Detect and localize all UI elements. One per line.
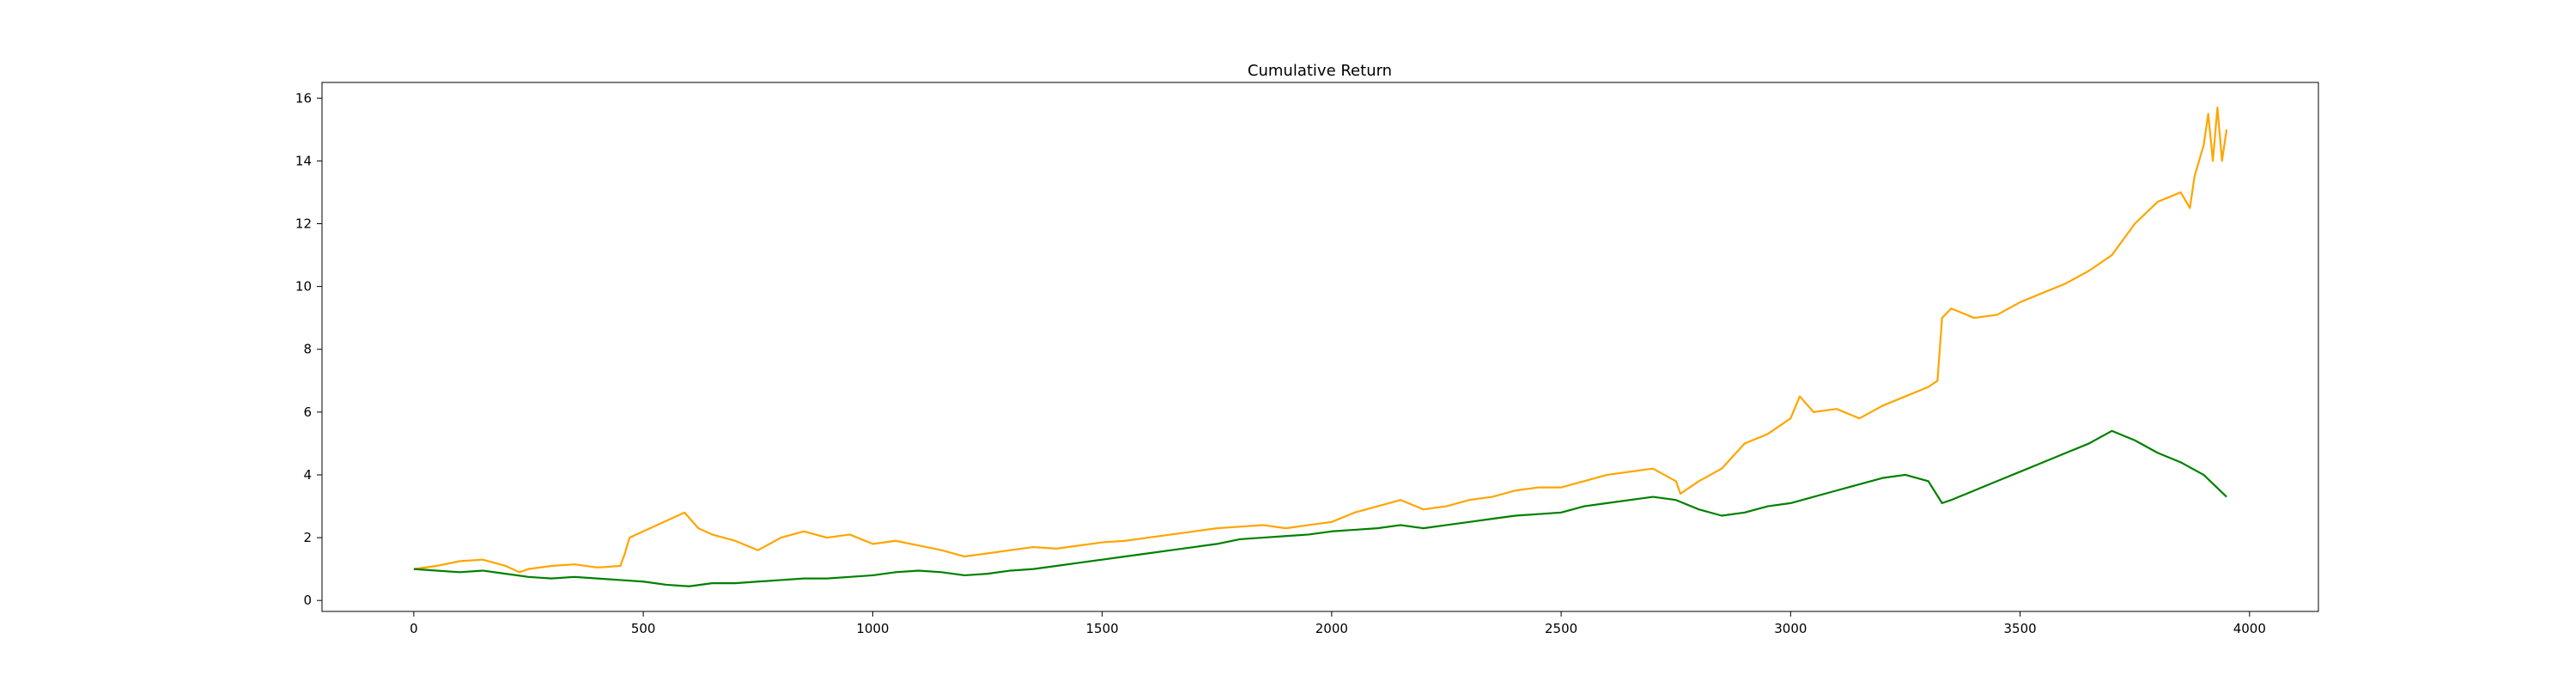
y-tick-label: 4 [303, 467, 312, 483]
y-tick-label: 6 [303, 404, 312, 420]
x-tick-label: 1500 [1086, 621, 1119, 636]
x-tick-label: 3500 [2003, 621, 2036, 636]
plot-frame [321, 82, 2319, 612]
x-tick-label: 500 [631, 621, 656, 636]
series-line-1 [413, 429, 2227, 587]
x-axis: 0 500 1000 1500 2000 2500 3000 3500 4000 [410, 611, 2266, 636]
series-line-0 [413, 106, 2228, 574]
plot-area [321, 82, 2319, 612]
x-tick-label: 0 [410, 621, 418, 636]
x-tick-label: 2000 [1315, 621, 1348, 636]
y-axis: 0 2 4 6 8 10 12 14 16 [295, 90, 322, 608]
y-tick-label: 16 [295, 90, 312, 106]
series-layer [413, 106, 2228, 587]
y-tick-label: 10 [295, 279, 312, 295]
y-tick-label: 12 [295, 216, 312, 232]
x-tick-label: 2500 [1545, 621, 1577, 636]
y-tick-label: 14 [295, 153, 312, 168]
y-tick-label: 2 [303, 530, 312, 545]
x-tick-label: 4000 [2233, 621, 2266, 636]
chart-title: Cumulative Return [1248, 62, 1392, 80]
y-tick-label: 0 [303, 593, 312, 608]
x-tick-label: 3000 [1774, 621, 1807, 636]
y-tick-label: 8 [303, 342, 312, 357]
x-tick-label: 1000 [856, 621, 889, 636]
